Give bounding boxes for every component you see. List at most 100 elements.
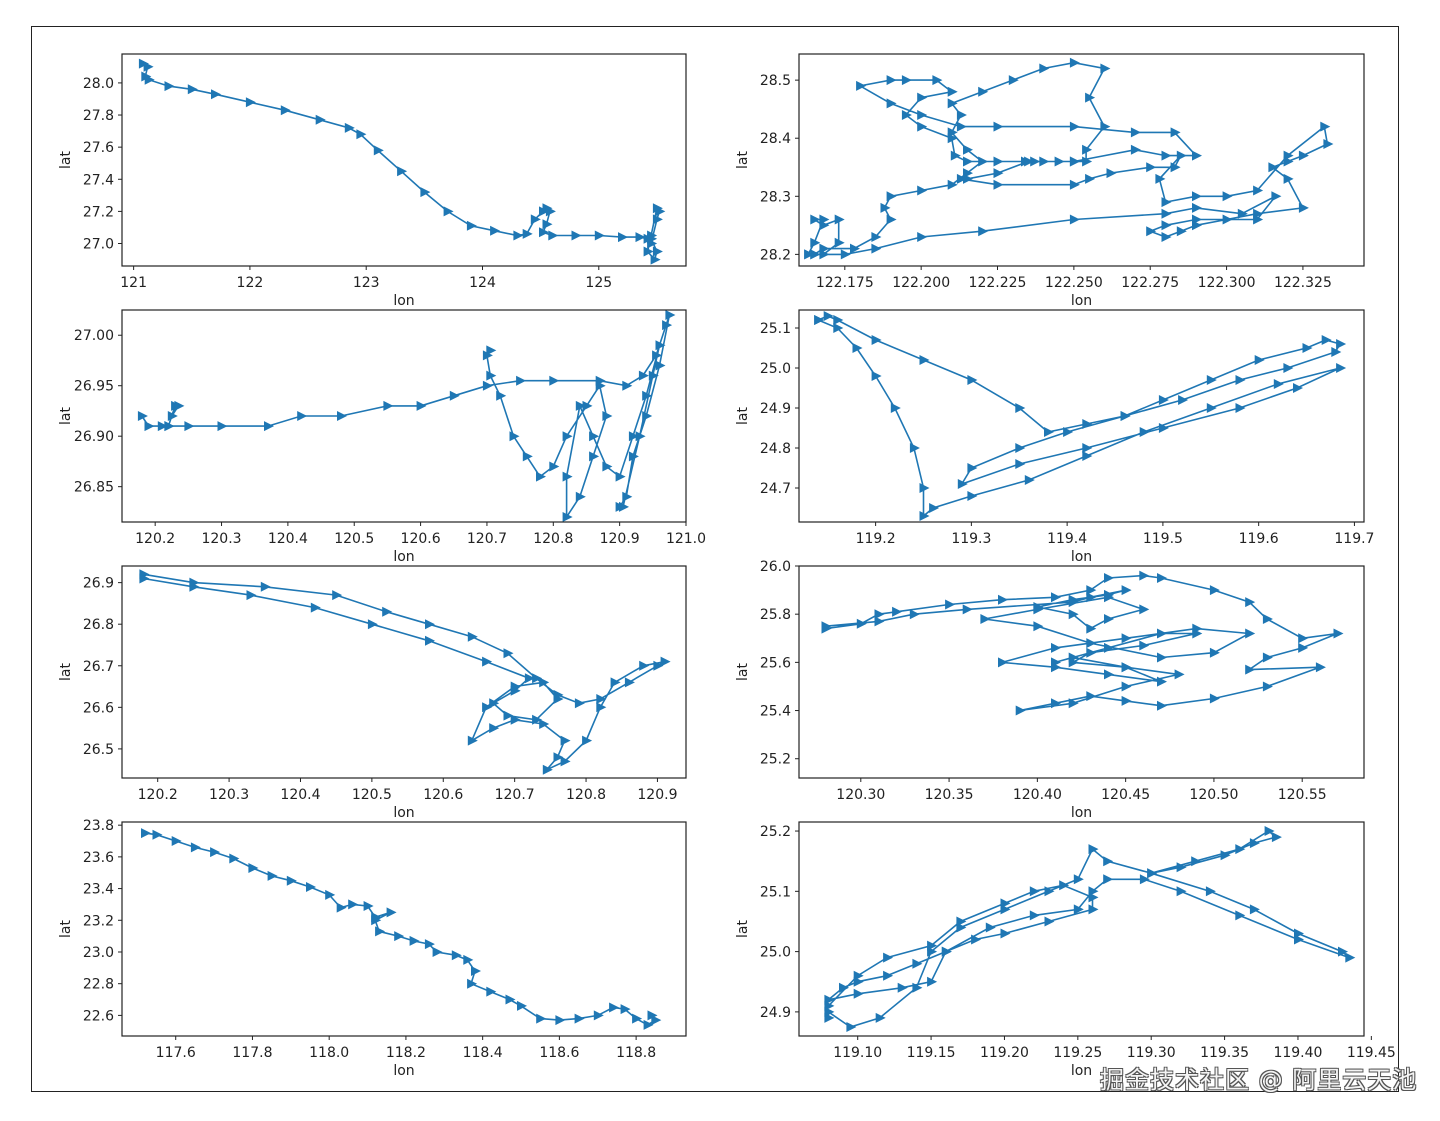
x-axis-label: lon	[1071, 293, 1092, 309]
data-point-p5	[139, 573, 150, 584]
data-point-p3	[562, 512, 573, 522]
data-point-p4	[871, 371, 882, 381]
data-point-p2	[1161, 197, 1172, 208]
data-point-p3	[652, 350, 663, 361]
data-point-p8	[927, 940, 938, 951]
data-point-p8	[1264, 826, 1275, 836]
data-point-p8	[846, 1022, 857, 1032]
data-point-p4	[871, 335, 882, 345]
data-point-p2	[1161, 208, 1172, 219]
data-point-p2	[1253, 214, 1264, 225]
data-point-p3	[615, 471, 626, 482]
data-point-p3	[638, 370, 649, 381]
data-point-p2	[917, 110, 928, 120]
data-point-p2	[932, 75, 943, 86]
data-point-p3	[416, 400, 427, 411]
data-point-p4	[1082, 451, 1093, 461]
data-point-p2	[1146, 226, 1157, 237]
x-tick-label: 120.35	[925, 787, 974, 803]
data-point-p2	[1008, 75, 1019, 86]
axes-frame	[798, 821, 1365, 1037]
x-tick-label: 119.5	[1143, 531, 1183, 547]
data-point-p3	[157, 421, 168, 432]
data-point-p4	[1206, 403, 1217, 413]
data-point-p2	[834, 237, 845, 248]
data-point-p3	[622, 380, 633, 391]
y-axis-label: lat	[735, 663, 751, 681]
axes-frame	[121, 309, 687, 523]
data-point-p8	[927, 976, 938, 987]
data-point-p7	[471, 966, 481, 976]
data-point-p5	[382, 606, 393, 617]
data-point-p3	[549, 461, 560, 472]
y-tick-label: 22.8	[83, 977, 114, 993]
y-tick-label: 25.1	[760, 884, 791, 900]
data-point-p3	[589, 431, 600, 442]
subplot-p6: 120.30 120.35 120.40 120.45 120.50 120.55 25.2…	[735, 559, 1365, 821]
data-point-p6	[1051, 642, 1061, 653]
data-point-p4	[1044, 427, 1054, 437]
y-tick-label: 26.85	[74, 480, 114, 496]
data-point-p2	[947, 86, 958, 97]
axes-frame	[798, 53, 1365, 267]
data-point-p3	[164, 421, 175, 432]
data-point-p1	[443, 206, 454, 217]
data-point-p3	[595, 380, 606, 391]
x-tick-label: 120.55	[1278, 787, 1327, 803]
data-point-p5	[660, 656, 671, 667]
data-point-p2	[1170, 162, 1181, 173]
data-point-p4	[1015, 403, 1026, 413]
data-point-p4	[1235, 403, 1246, 413]
data-point-p4	[1158, 395, 1169, 405]
data-point-p8	[1059, 880, 1070, 891]
y-tick-label: 25.2	[760, 752, 791, 768]
data-point-p4	[890, 403, 901, 413]
data-point-p8	[824, 1000, 835, 1011]
x-tick-label: 125	[585, 275, 612, 291]
subplot-p5: 120.2 120.3 120.4 120.5 120.6 120.7 120.8 120.9…	[58, 565, 687, 821]
data-point-p3	[575, 491, 586, 502]
y-axis-label: lat	[58, 920, 74, 938]
data-point-p8	[1044, 916, 1055, 927]
data-point-p7	[306, 882, 316, 892]
data-point-p7	[432, 947, 443, 957]
data-point-p6	[1033, 602, 1044, 612]
data-point-p7	[643, 1019, 654, 1030]
data-point-p2	[850, 243, 860, 254]
data-point-p7	[593, 1010, 604, 1021]
data-point-p2	[1176, 226, 1187, 237]
data-point-p5	[553, 752, 564, 763]
x-tick-label: 120.7	[467, 531, 507, 547]
data-point-p6	[998, 594, 1008, 605]
data-point-p5	[510, 685, 521, 696]
data-point-p7	[229, 853, 240, 864]
series-line-p8	[827, 830, 1350, 1028]
data-point-p2	[886, 75, 897, 86]
data-point-p1	[280, 105, 291, 116]
data-point-p2	[871, 232, 882, 242]
data-point-p8	[1029, 910, 1040, 921]
data-point-p6	[1086, 647, 1097, 658]
data-point-p2	[1222, 191, 1233, 202]
y-tick-label: 25.2	[760, 824, 791, 840]
data-point-p1	[652, 203, 663, 214]
data-point-p8	[1345, 952, 1356, 963]
y-tick-label: 27.8	[83, 108, 114, 124]
data-point-p5	[653, 660, 664, 671]
x-tick-label: 120.45	[1101, 787, 1150, 803]
y-tick-label: 25.6	[760, 655, 791, 671]
data-point-p5	[582, 735, 593, 746]
y-tick-label: 27.6	[83, 140, 114, 156]
data-point-p3	[486, 345, 497, 356]
x-tick-label: 118.8	[616, 1045, 656, 1061]
data-point-p5	[310, 602, 321, 613]
y-tick-label: 28.4	[760, 131, 791, 147]
data-point-p3	[628, 431, 639, 442]
data-point-p2	[1069, 179, 1080, 190]
data-point-p2	[1024, 156, 1035, 167]
subplot-p3: 120.2 120.3 120.4 120.5 120.6 120.7 120.8 120.9…	[58, 309, 706, 565]
data-point-p3	[642, 390, 653, 401]
data-point-p3	[264, 421, 274, 432]
subplot-p4: 119.2 119.3 119.4 119.5 119.6 119.7 24.7 24.8 24…	[735, 309, 1374, 565]
data-point-p6	[1033, 621, 1044, 632]
